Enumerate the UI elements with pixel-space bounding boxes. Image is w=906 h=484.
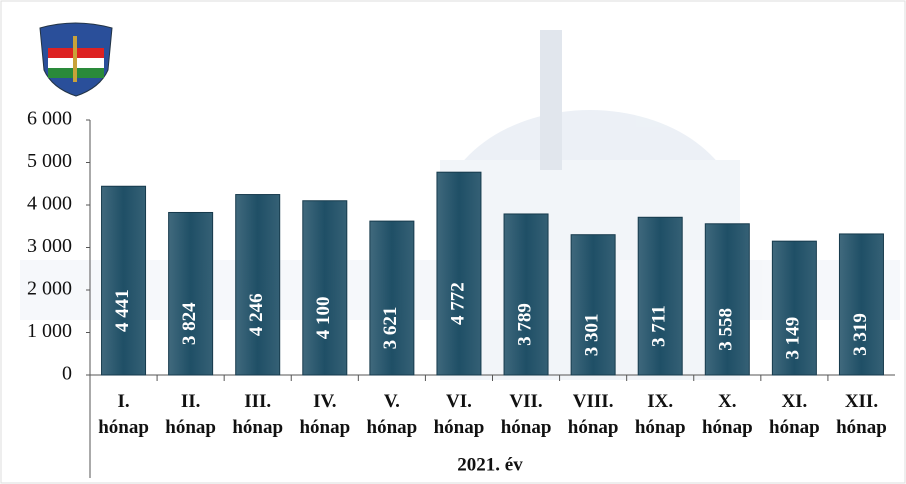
value-label: 3 301: [581, 313, 602, 356]
value-label: 3 149: [783, 317, 804, 360]
value-label: 3 621: [380, 307, 401, 350]
y-tick-label: 4 000: [27, 193, 72, 215]
value-label: 4 246: [246, 293, 267, 336]
value-label: 4 772: [447, 282, 468, 325]
bar: [303, 201, 347, 375]
y-tick-label: 1 000: [27, 320, 72, 342]
value-label: 4 441: [112, 289, 133, 332]
y-tick-label: 2 000: [27, 278, 72, 300]
bar: [437, 172, 481, 375]
chart: 2021. év 0 1 000 2 000 3 000 4 000 5 000 6 000…: [0, 0, 906, 484]
value-label: 3 558: [716, 308, 737, 351]
value-label: 4 100: [313, 297, 334, 340]
y-tick-label: 3 000: [27, 235, 72, 257]
value-label: 3 319: [850, 313, 871, 356]
value-label: 3 711: [649, 305, 670, 347]
y-tick-label: 5 000: [27, 150, 72, 172]
bar: [236, 195, 280, 375]
value-label: 3 789: [514, 303, 535, 346]
y-tick-label: 0: [62, 363, 72, 385]
bar: [169, 212, 213, 375]
value-label: 3 824: [179, 302, 200, 345]
bar: [102, 186, 146, 375]
y-tick-label: 6 000: [27, 108, 72, 130]
bar: [638, 217, 682, 375]
bar: [370, 221, 414, 375]
x-axis-label: 2021. év: [457, 454, 523, 475]
bar: [504, 214, 548, 375]
bar: [705, 224, 749, 375]
page: {"chart_data": {"type": "bar", "xlabel":…: [0, 0, 906, 484]
